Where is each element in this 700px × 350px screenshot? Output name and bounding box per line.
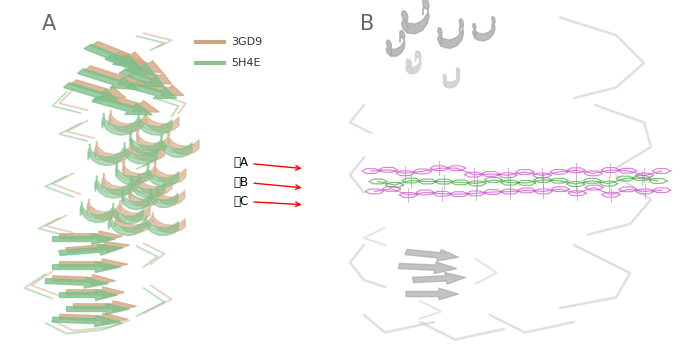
FancyArrow shape bbox=[52, 262, 120, 272]
FancyArrow shape bbox=[71, 80, 126, 98]
Text: 5H4E: 5H4E bbox=[231, 58, 260, 68]
FancyArrow shape bbox=[66, 287, 125, 298]
FancyArrow shape bbox=[52, 274, 116, 285]
FancyArrow shape bbox=[52, 316, 120, 327]
Text: 链C: 链C bbox=[233, 195, 300, 208]
FancyArrow shape bbox=[52, 234, 116, 244]
FancyArrow shape bbox=[60, 290, 117, 300]
FancyArrow shape bbox=[60, 231, 122, 241]
FancyArrow shape bbox=[134, 80, 183, 96]
FancyArrow shape bbox=[66, 304, 130, 314]
FancyArrow shape bbox=[119, 69, 164, 87]
Text: A: A bbox=[42, 14, 56, 34]
FancyArrow shape bbox=[112, 52, 162, 73]
FancyArrow shape bbox=[91, 42, 147, 65]
FancyArrow shape bbox=[45, 277, 108, 288]
FancyArrow shape bbox=[92, 97, 153, 115]
FancyArrow shape bbox=[406, 288, 459, 300]
FancyArrow shape bbox=[85, 66, 146, 87]
FancyArrow shape bbox=[99, 94, 160, 112]
FancyArrow shape bbox=[74, 301, 136, 312]
FancyArrow shape bbox=[64, 83, 119, 101]
FancyArrow shape bbox=[59, 313, 127, 324]
FancyArrow shape bbox=[78, 69, 139, 89]
FancyArrow shape bbox=[405, 250, 458, 261]
FancyArrow shape bbox=[60, 259, 127, 270]
FancyArrow shape bbox=[126, 66, 172, 84]
FancyArrow shape bbox=[105, 55, 155, 76]
FancyArrow shape bbox=[66, 241, 130, 253]
Text: 链B: 链B bbox=[233, 175, 300, 189]
Text: 链A: 链A bbox=[234, 156, 300, 170]
Text: B: B bbox=[360, 14, 374, 34]
Bar bbox=[354, 7, 690, 343]
Text: 3GD9: 3GD9 bbox=[231, 37, 262, 47]
FancyArrow shape bbox=[412, 273, 466, 284]
FancyArrow shape bbox=[398, 262, 456, 273]
FancyArrow shape bbox=[84, 44, 140, 68]
FancyArrow shape bbox=[59, 244, 122, 256]
FancyArrow shape bbox=[127, 83, 176, 99]
